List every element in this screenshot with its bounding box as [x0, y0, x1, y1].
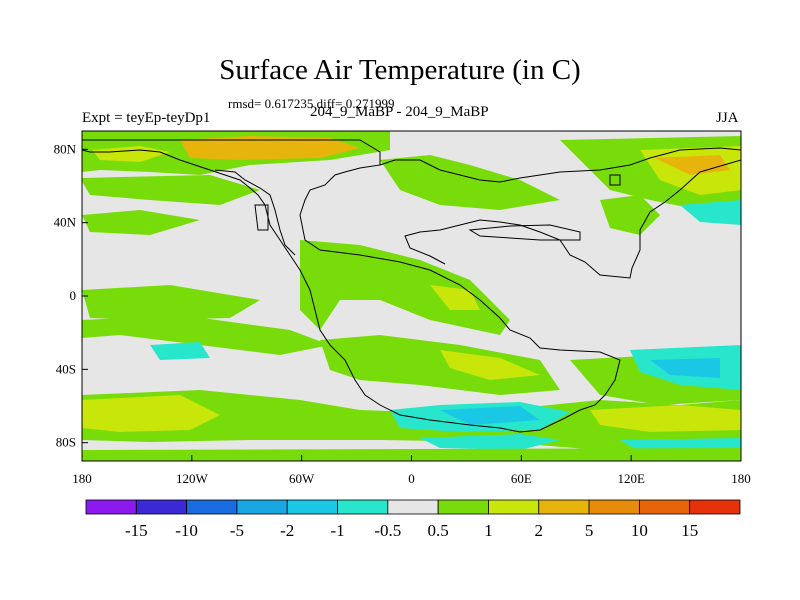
experiment-label: Expt = teyEp-teyDp1: [82, 110, 211, 126]
field-blue-south-indian: [650, 358, 720, 378]
subtitle: 204_9_MaBP - 204_9_MaBP: [310, 104, 489, 120]
field-green-europe: [380, 155, 560, 210]
colorbar-swatch: [638, 499, 691, 515]
colorbar-label: 15: [681, 521, 698, 540]
lat-axis: 80N 40N 0 40S 80S: [54, 141, 88, 450]
lon-tick-label: 180: [731, 471, 751, 486]
colorbar-label: -0.5: [374, 521, 401, 540]
lon-axis: 180 120W 60W 0 60E 120E 180: [72, 455, 751, 486]
lon-tick-label: 180: [72, 471, 92, 486]
colorbar-label: 5: [585, 521, 594, 540]
colorbar-swatch: [186, 499, 238, 515]
lon-tick-label: 120W: [176, 471, 209, 486]
colorbar-swatch: [437, 499, 489, 515]
lat-tick-label: 40S: [56, 361, 76, 376]
colorbar-swatch: [85, 499, 137, 515]
coastline-pangaea: [82, 139, 621, 433]
colorbar-label: -2: [280, 521, 294, 540]
field-green-pacific-band: [82, 315, 330, 355]
colorbar-label: 0.5: [428, 521, 449, 540]
continent-outlines: [82, 139, 741, 433]
colorbar-label: -15: [125, 521, 148, 540]
colorbar-label: 2: [535, 521, 544, 540]
lon-tick-label: 60E: [511, 471, 532, 486]
coastline-west-arm: [214, 169, 296, 256]
colorbar-swatch: [689, 499, 741, 515]
colorbar-label: 1: [484, 521, 493, 540]
colorbar-swatch: [387, 499, 439, 515]
field-yellow-southern-ocean: [82, 395, 220, 432]
lon-tick-label: 60W: [289, 471, 315, 486]
lon-tick-label: 0: [408, 471, 415, 486]
colorbar-label: -1: [330, 521, 344, 540]
field-yellow-tropics: [430, 285, 480, 310]
field-cyan-southpacific: [150, 342, 210, 360]
field-yellow-southern-east: [590, 405, 741, 432]
lat-tick-label: 80S: [56, 435, 76, 450]
lat-tick-label: 40N: [54, 215, 77, 230]
anomaly-fields: [82, 131, 741, 461]
lat-tick-label: 80N: [54, 141, 77, 156]
colorbar-swatch: [588, 499, 640, 515]
lat-tick-label: 0: [70, 288, 77, 303]
coastline-laurasia-east: [379, 147, 741, 183]
field-green-tropics: [300, 240, 510, 335]
field-green-40n: [82, 210, 200, 235]
map-title: Surface Air Temperature (in C): [219, 54, 581, 86]
field-orange-east-arctic: [655, 155, 730, 175]
field-yellow-south-atlantic: [440, 350, 540, 380]
colorbar-label: 10: [631, 521, 648, 540]
coastline-small-island: [609, 174, 621, 186]
colorbar-label: -10: [175, 521, 198, 540]
field-green-polar-edge: [82, 448, 741, 461]
colorbar-swatch: [236, 499, 288, 515]
colorbar-swatch: [337, 499, 389, 515]
colorbar: -15 -10 -5 -2 -1 -0.5 0.5 1 2 5 10 15: [85, 499, 741, 540]
field-green-gulf: [600, 195, 660, 235]
coastline-north-island: [254, 204, 269, 231]
colorbar-swatch: [488, 499, 540, 515]
field-yellow-arctic: [92, 146, 170, 162]
stats-line: rmsd= 0.617235 diff= 0.271999: [228, 96, 395, 111]
colorbar-swatch: [286, 499, 338, 515]
field-blue-antarctic: [440, 406, 540, 425]
colorbar-swatch: [538, 499, 590, 515]
colorbar-label: -5: [230, 521, 244, 540]
field-green-westpacific: [82, 285, 260, 320]
colorbar-swatch: [135, 499, 188, 515]
field-cyan-northpacific: [680, 200, 741, 225]
field-orange-arctic: [180, 136, 360, 160]
lon-tick-label: 120E: [617, 471, 645, 486]
season-label: JJA: [716, 110, 739, 126]
coastline-tethys-island: [468, 224, 581, 241]
field-green-north-atlantic: [82, 175, 260, 205]
coastline-east-asia: [404, 159, 741, 279]
field-cyan-polar-south: [420, 434, 560, 450]
field-green-south-atlantic: [320, 335, 560, 395]
